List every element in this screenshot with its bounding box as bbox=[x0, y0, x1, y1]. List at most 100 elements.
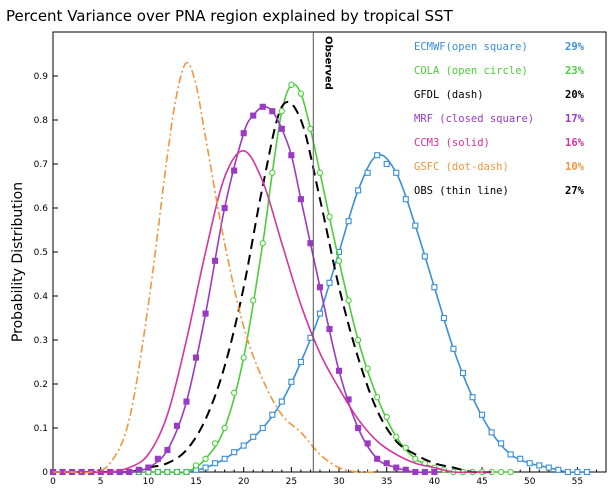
data-point bbox=[355, 187, 362, 194]
data-point bbox=[154, 455, 161, 462]
data-point bbox=[269, 108, 276, 115]
data-point bbox=[536, 462, 543, 469]
data-point bbox=[393, 433, 400, 440]
legend-percent: 29% bbox=[565, 41, 585, 53]
data-point bbox=[145, 464, 152, 471]
data-point bbox=[421, 468, 428, 476]
x-tick-label: 50 bbox=[524, 477, 536, 487]
data-point bbox=[202, 455, 209, 462]
data-point bbox=[297, 358, 304, 366]
data-point bbox=[335, 367, 343, 374]
data-point bbox=[212, 257, 219, 264]
axis-ticks: 0 5 10 15 20 25 30 35 40 45 50 55 0 0.1 0.2 0.3 0.4 0.5 0.… bbox=[34, 72, 607, 487]
data-point bbox=[354, 336, 362, 344]
data-point bbox=[211, 440, 219, 447]
data-point bbox=[564, 468, 571, 476]
data-point bbox=[316, 169, 324, 176]
data-point bbox=[288, 152, 295, 159]
data-point bbox=[307, 240, 314, 247]
data-point bbox=[402, 444, 409, 451]
data-point bbox=[183, 398, 190, 405]
data-point bbox=[173, 422, 180, 429]
chart-title: Percent Variance over PNA region explain… bbox=[6, 7, 454, 25]
data-point bbox=[555, 466, 562, 473]
x-tick-label: 10 bbox=[143, 477, 155, 487]
data-point bbox=[231, 389, 238, 396]
y-tick-label: 0 bbox=[42, 468, 48, 478]
observed-marker: Observed bbox=[312, 32, 333, 472]
data-point bbox=[345, 218, 352, 225]
series-closed-square bbox=[49, 103, 438, 476]
x-tick-label: 0 bbox=[50, 477, 56, 487]
data-point bbox=[116, 468, 123, 476]
data-point bbox=[135, 466, 142, 473]
data-point bbox=[231, 449, 238, 456]
x-tick-label: 20 bbox=[238, 477, 250, 487]
data-point bbox=[440, 314, 447, 322]
data-point bbox=[212, 460, 219, 467]
legend-entry: ECMWF(open square) bbox=[414, 41, 528, 53]
legend-percent: 20% bbox=[565, 89, 585, 101]
y-tick-label: 0.9 bbox=[34, 72, 49, 82]
data-point bbox=[278, 125, 285, 132]
data-point bbox=[412, 468, 419, 476]
observed-label: Observed bbox=[322, 36, 333, 90]
series-line bbox=[53, 83, 511, 474]
data-point bbox=[231, 167, 238, 174]
plot-frame bbox=[52, 31, 607, 473]
data-point bbox=[498, 440, 505, 447]
x-tick-label: 55 bbox=[572, 477, 583, 487]
series-line bbox=[53, 101, 492, 474]
data-point bbox=[507, 451, 514, 458]
data-point bbox=[459, 369, 467, 377]
data-point bbox=[374, 152, 381, 159]
data-point bbox=[192, 462, 200, 469]
legend-percent: 10% bbox=[565, 161, 585, 173]
y-axis-label: Probability Distribution bbox=[10, 182, 26, 342]
data-point bbox=[221, 204, 228, 212]
data-point bbox=[393, 464, 400, 471]
data-point bbox=[526, 460, 533, 467]
data-point bbox=[469, 394, 476, 401]
y-tick-label: 0.8 bbox=[34, 116, 49, 126]
series-line bbox=[53, 150, 492, 474]
data-point bbox=[316, 284, 324, 291]
data-point bbox=[326, 325, 333, 333]
y-tick-label: 0.2 bbox=[34, 380, 48, 390]
data-point bbox=[240, 130, 247, 137]
data-point bbox=[507, 468, 514, 476]
data-point bbox=[412, 222, 419, 229]
data-point bbox=[393, 169, 400, 176]
data-point bbox=[402, 466, 409, 473]
data-point bbox=[202, 464, 209, 471]
data-point bbox=[183, 468, 190, 476]
data-point bbox=[250, 433, 257, 440]
data-point bbox=[383, 160, 390, 168]
data-point bbox=[316, 310, 324, 317]
data-point bbox=[240, 354, 247, 361]
legend-entry: GSFC (dot-dash) bbox=[414, 161, 509, 173]
x-tick-label: 5 bbox=[98, 477, 104, 487]
data-point bbox=[297, 196, 304, 203]
y-tick-label: 0.1 bbox=[34, 424, 48, 434]
data-point bbox=[278, 398, 285, 405]
series-dash bbox=[53, 101, 492, 474]
data-point bbox=[240, 442, 247, 449]
data-point bbox=[126, 468, 133, 476]
y-tick-label: 0.7 bbox=[34, 160, 48, 170]
data-point bbox=[154, 468, 162, 476]
data-point bbox=[221, 424, 228, 432]
data-point bbox=[374, 455, 381, 462]
data-point bbox=[192, 354, 200, 361]
data-point bbox=[497, 468, 505, 476]
data-point bbox=[269, 169, 276, 176]
data-point bbox=[383, 460, 390, 467]
data-point bbox=[326, 213, 333, 220]
y-tick-label: 0.5 bbox=[34, 248, 48, 258]
data-point bbox=[364, 440, 371, 447]
x-tick-label: 40 bbox=[429, 477, 441, 487]
x-tick-label: 35 bbox=[381, 477, 392, 487]
data-point bbox=[374, 394, 381, 401]
data-point bbox=[173, 468, 181, 476]
